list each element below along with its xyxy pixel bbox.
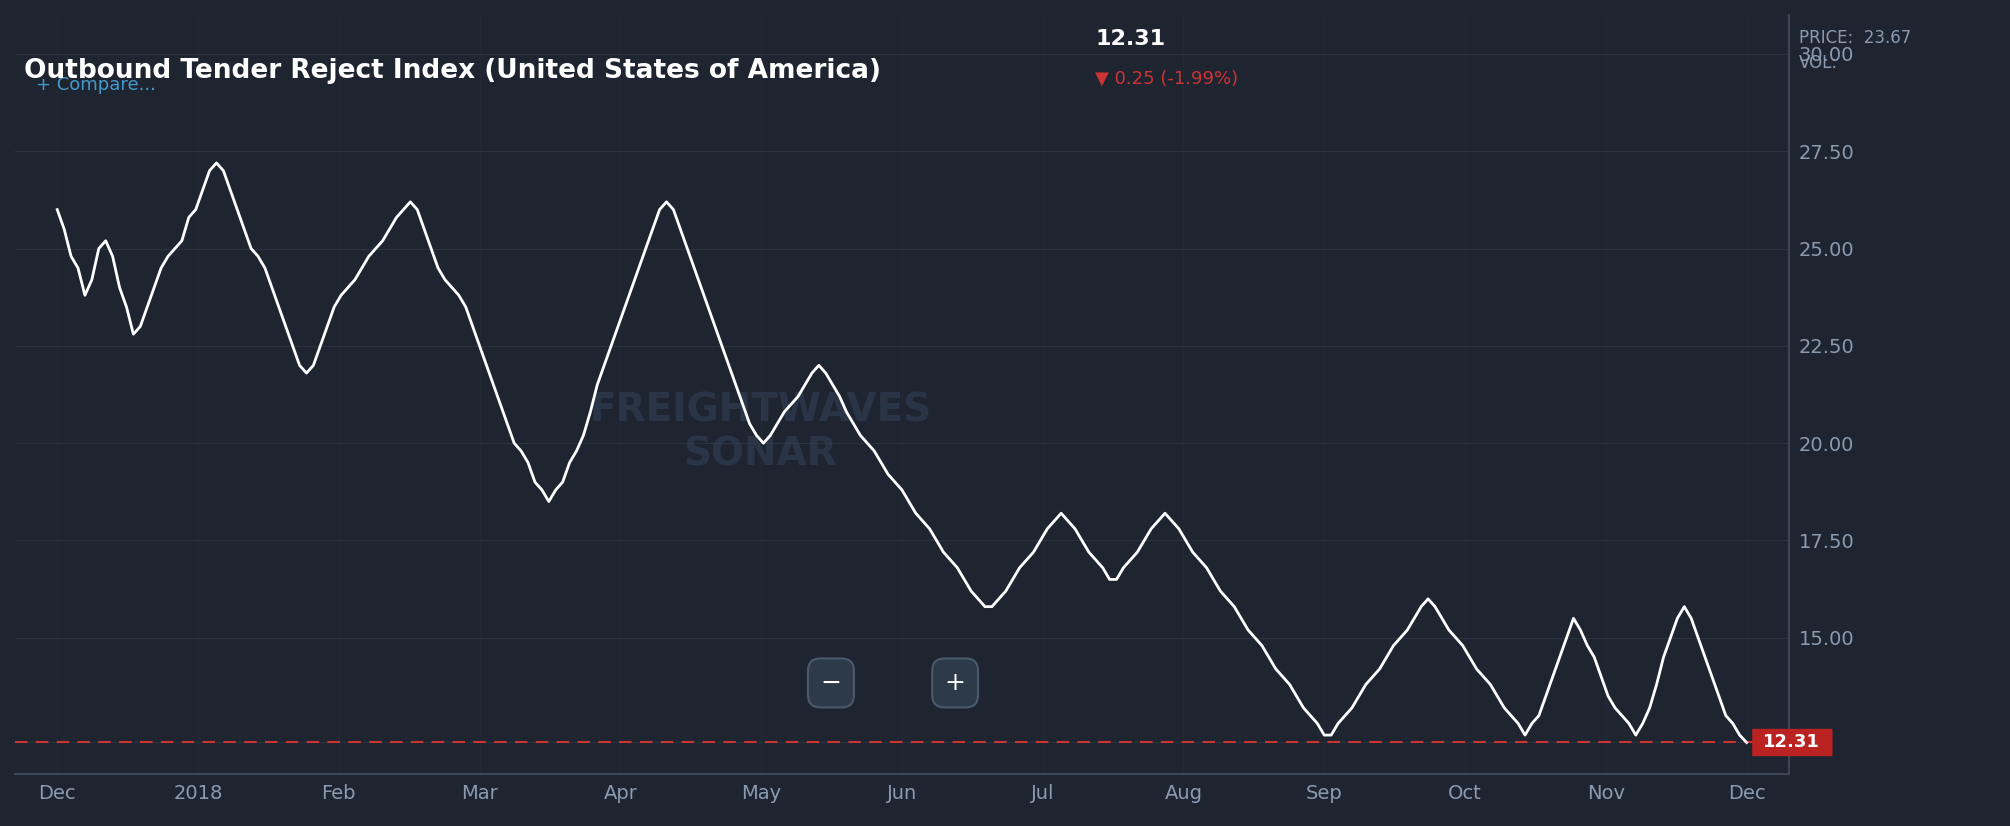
Text: PRICE:  23.67: PRICE: 23.67 [1799, 29, 1912, 47]
Text: + Compare...: + Compare... [36, 76, 157, 93]
Text: VOL:: VOL: [1799, 54, 1837, 72]
Text: +: + [945, 671, 965, 695]
FancyBboxPatch shape [1753, 729, 1833, 756]
Text: ▼ 0.25 (-1.99%): ▼ 0.25 (-1.99%) [1095, 70, 1238, 88]
Text: FREIGHTWAVES
SONAR: FREIGHTWAVES SONAR [589, 392, 931, 473]
Text: 12.31: 12.31 [1095, 29, 1166, 49]
Text: −: − [820, 671, 842, 695]
Text: 12.31: 12.31 [1763, 733, 1821, 752]
Text: Outbound Tender Reject Index (United States of America): Outbound Tender Reject Index (United Sta… [24, 58, 880, 83]
